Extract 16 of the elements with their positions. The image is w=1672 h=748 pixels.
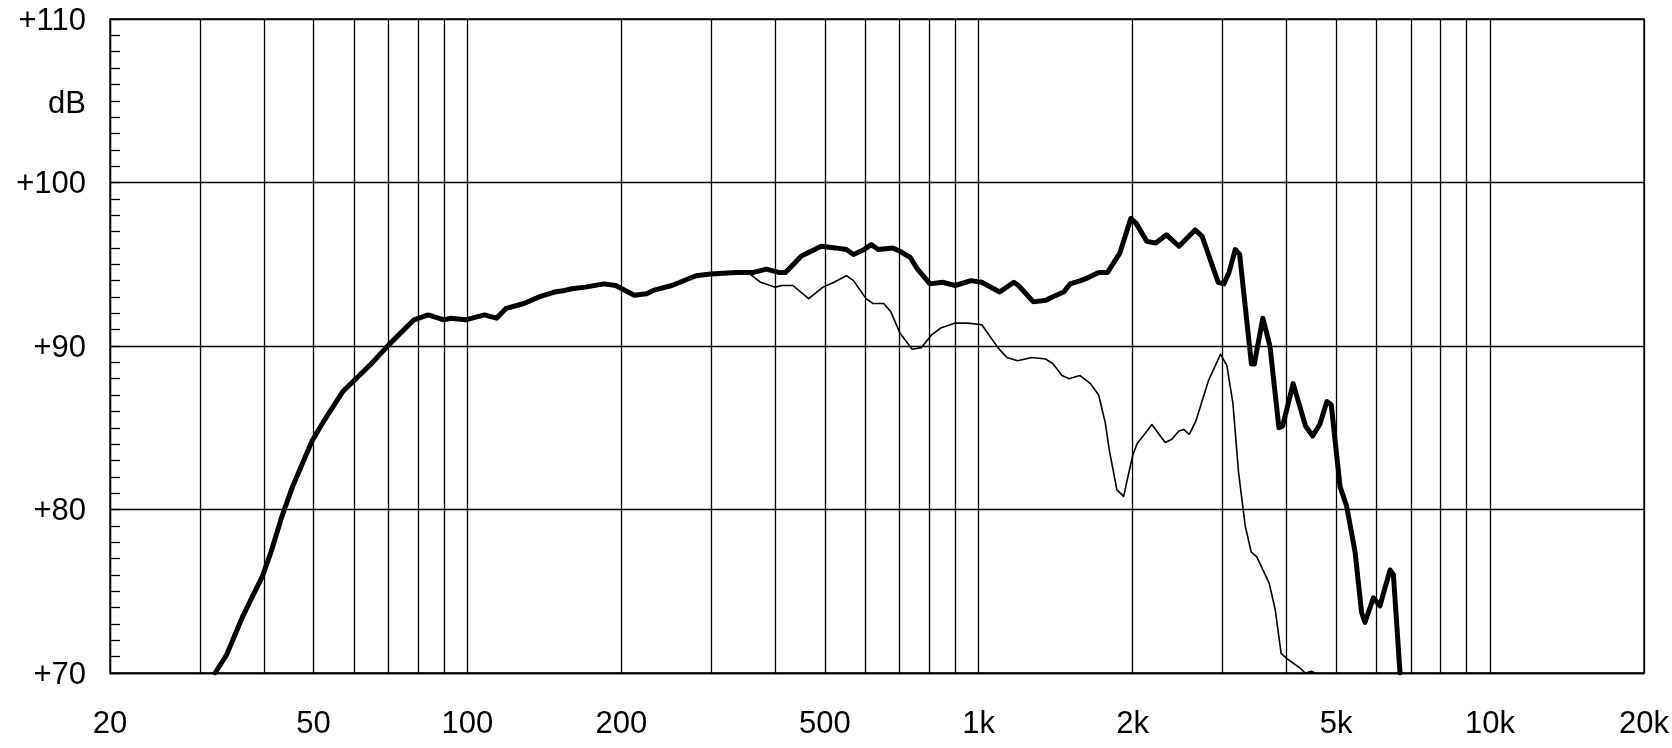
x-tick-label: 1k — [962, 705, 996, 740]
y-tick-label: +80 — [33, 492, 86, 527]
x-tick-label: 2k — [1116, 705, 1150, 740]
y-tick-label: +100 — [16, 165, 86, 200]
x-tick-label: 20k — [1619, 705, 1670, 740]
x-tick-label: 100 — [441, 705, 494, 740]
y-tick-label: +90 — [33, 328, 86, 364]
x-tick-label: 200 — [595, 705, 648, 740]
y-axis-title: dB — [48, 84, 86, 120]
x-tick-label: 20 — [92, 705, 128, 740]
x-tick-label: 10k — [1465, 705, 1516, 740]
x-tick-label: 5k — [1319, 705, 1354, 740]
y-tick-label: +110 — [18, 1, 86, 37]
y-tick-label: +70 — [33, 655, 86, 691]
x-tick-label: 50 — [296, 705, 331, 740]
x-tick-label: 500 — [798, 705, 851, 740]
